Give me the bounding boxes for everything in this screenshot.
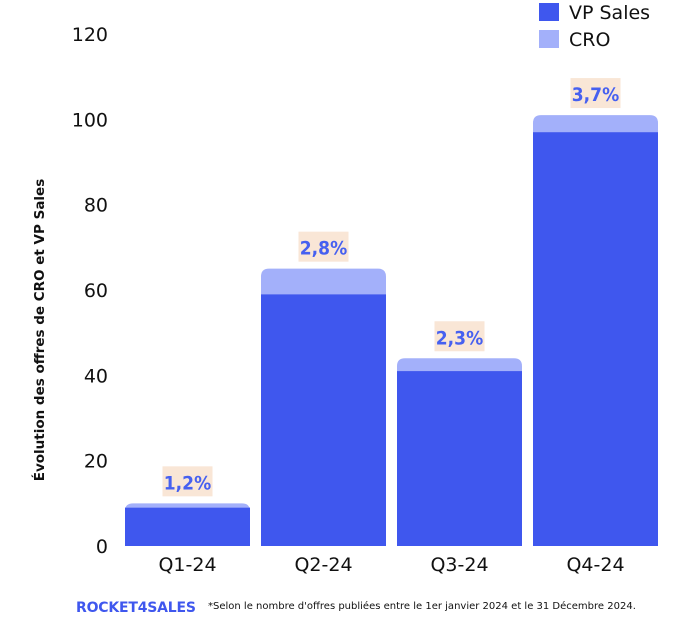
bar-vp-sales-q4-24 [533, 132, 658, 546]
legend-label: CRO [569, 29, 610, 51]
x-tick-label: Q3-24 [430, 554, 488, 576]
data-labels: 1,2% 2,8% 2,3% 3,7% [162, 78, 621, 497]
data-label: 2,3% [436, 327, 483, 349]
bar-vp-sales-q3-24 [397, 371, 522, 546]
data-label-bg [162, 466, 213, 497]
bar-cro-q3-24 [397, 358, 522, 372]
bars [125, 115, 658, 546]
y-tick-label: 80 [84, 195, 108, 217]
footnote: *Selon le nombre d'offres publiées entre… [208, 601, 636, 612]
y-tick-label: 20 [84, 451, 108, 473]
y-tick-label: 60 [84, 280, 108, 302]
x-axis-ticks: Q1-24 Q2-24 Q3-24 Q4-24 [158, 554, 624, 576]
data-label-bg [570, 78, 621, 109]
y-tick-label: 0 [96, 536, 108, 558]
data-label: 2,8% [300, 238, 347, 260]
x-tick-label: Q1-24 [158, 554, 216, 576]
bar-chart: 0 20 40 60 80 100 120 1,2% 2,8% 2,3% 3,7% Q1-24 Q2… [31, 2, 658, 576]
legend-swatch-cro [539, 30, 559, 48]
data-label-bg [434, 321, 485, 352]
y-axis-label: Évolution des offres de CRO et VP Sales [31, 179, 48, 482]
x-tick-label: Q4-24 [566, 554, 624, 576]
y-axis-ticks: 0 20 40 60 80 100 120 [72, 24, 108, 558]
data-label: 1,2% [164, 472, 211, 494]
y-tick-label: 100 [72, 109, 108, 131]
rocket4sales-logo: ROCKET4SALES [76, 600, 196, 616]
bar-vp-sales-q1-24 [125, 507, 250, 546]
data-label-bg [298, 231, 349, 262]
bar-cro-q4-24 [533, 115, 658, 133]
legend-swatch-vp-sales [539, 3, 559, 21]
y-tick-label: 40 [84, 365, 108, 387]
y-tick-label: 120 [72, 24, 108, 46]
legend-label: VP Sales [569, 2, 650, 24]
data-label: 3,7% [572, 84, 619, 106]
bar-cro-q2-24 [261, 268, 386, 295]
bar-cro-q1-24 [125, 503, 250, 512]
bar-vp-sales-q2-24 [261, 294, 386, 546]
legend: VP Sales CRO [539, 2, 650, 51]
x-tick-label: Q2-24 [294, 554, 352, 576]
